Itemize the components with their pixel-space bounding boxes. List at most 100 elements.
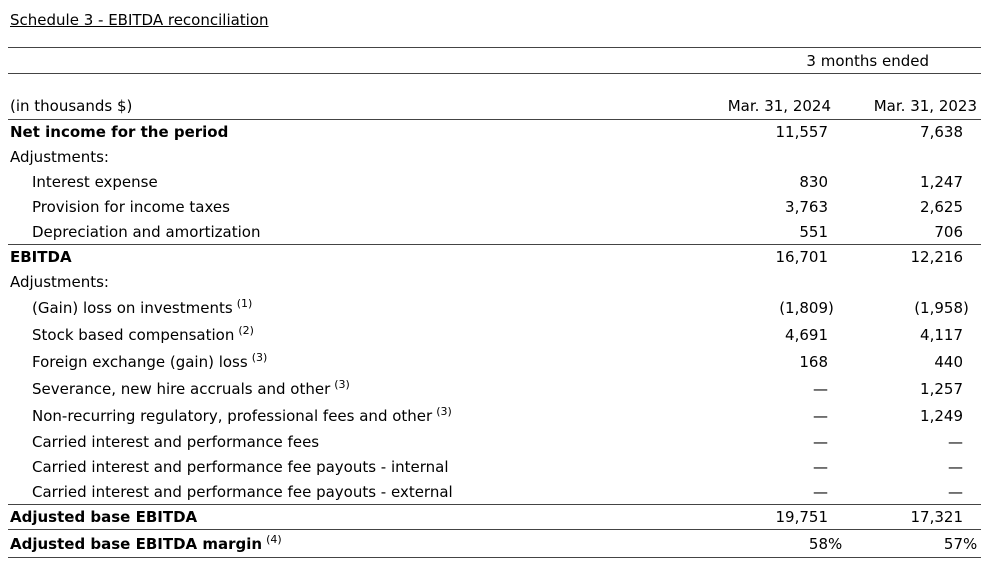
- cell-value: 830: [799, 173, 828, 191]
- column-header-2023: Mar. 31, 2023: [831, 73, 981, 120]
- table-row: EBITDA 16,701 12,216: [8, 245, 981, 270]
- cell-value: 706: [934, 222, 963, 241]
- row-label: Carried interest and performance fee pay…: [32, 458, 449, 476]
- value-cell-2023: 440: [831, 349, 981, 376]
- value-cell-2023: [831, 145, 981, 170]
- value-cell-2023: 7,638: [831, 120, 981, 145]
- value-cell-2023: 4,117: [831, 322, 981, 349]
- row-label-cell: Provision for income taxes: [8, 195, 681, 220]
- table-body: Net income for the period 11,557 7,638 A…: [8, 120, 981, 558]
- row-label: Adjusted base EBITDA margin: [10, 534, 263, 553]
- value-cell-2024: 551: [681, 219, 831, 245]
- cell-value-trail: %: [828, 534, 843, 553]
- row-label: Interest expense: [32, 173, 158, 191]
- table-row: Carried interest and performance fees — …: [8, 430, 981, 455]
- cell-value-trail: ): [828, 299, 834, 317]
- cell-value: 168: [799, 353, 828, 371]
- cell-value: —: [813, 407, 828, 425]
- row-label: Severance, new hire accruals and other: [32, 380, 331, 398]
- value-cell-2024: 16,701: [681, 245, 831, 270]
- footnote-marker: (2): [238, 324, 254, 337]
- period-header-spacer: [8, 47, 681, 74]
- row-label-cell: Non-recurring regulatory, professional f…: [8, 403, 681, 430]
- period-header-row: 3 months ended: [8, 47, 981, 74]
- table-row: Carried interest and performance fee pay…: [8, 455, 981, 480]
- table-row: Adjusted base EBITDA 19,751 17,321: [8, 504, 981, 530]
- cell-value: —: [813, 380, 828, 398]
- value-cell-2024: [681, 145, 831, 170]
- value-cell-2024: [681, 270, 831, 295]
- row-label-cell: Carried interest and performance fee pay…: [8, 455, 681, 480]
- value-cell-2023: 12,216: [831, 245, 981, 270]
- row-label: Adjustments:: [10, 148, 109, 166]
- table-row: Adjustments:: [8, 145, 981, 170]
- row-label-cell: Carried interest and performance fee pay…: [8, 479, 681, 505]
- cell-value: 1,257: [920, 380, 963, 398]
- cell-value: 11,557: [775, 123, 829, 142]
- cell-value: 4,117: [920, 326, 963, 344]
- value-cell-2023: —: [831, 430, 981, 455]
- cell-value: —: [813, 482, 828, 501]
- row-label: Carried interest and performance fees: [32, 433, 320, 451]
- table-row: Provision for income taxes 3,763 2,625: [8, 195, 981, 220]
- cell-value: 58%: [808, 534, 843, 553]
- row-label: Adjusted base EBITDA: [10, 508, 198, 526]
- value-cell-2024: 4,691: [681, 322, 831, 349]
- row-label: (Gain) loss on investments: [32, 299, 233, 317]
- cell-value: —: [948, 482, 963, 501]
- value-cell-2023: —: [831, 455, 981, 480]
- cell-value: 16,701: [775, 248, 829, 267]
- cell-value: 551: [799, 222, 828, 241]
- row-label-cell: Adjusted base EBITDA margin (4): [8, 529, 681, 558]
- table-row: Adjusted base EBITDA margin (4) 58% 57%: [8, 529, 981, 558]
- cell-value: —: [813, 458, 828, 476]
- footnote-marker: (3): [334, 378, 350, 391]
- value-cell-2023: 1,249: [831, 403, 981, 430]
- column-header-row: (in thousands $) Mar. 31, 2024 Mar. 31, …: [8, 73, 981, 120]
- cell-value: —: [948, 433, 963, 451]
- row-label-cell: Adjustments:: [8, 270, 681, 295]
- row-label-cell: Adjustments:: [8, 145, 681, 170]
- unit-label: (in thousands $): [8, 73, 681, 120]
- row-label-cell: Net income for the period: [8, 120, 681, 145]
- cell-value: 4,691: [785, 326, 828, 344]
- footnote-marker: (3): [436, 405, 452, 418]
- value-cell-2023: 1,247: [831, 170, 981, 195]
- column-header-2024: Mar. 31, 2024: [681, 73, 831, 120]
- table-row: Non-recurring regulatory, professional f…: [8, 403, 981, 430]
- row-label-cell: Severance, new hire accruals and other (3…: [8, 376, 681, 403]
- value-cell-2024: —: [681, 455, 831, 480]
- footnote-marker: (4): [266, 532, 282, 546]
- value-cell-2024: —: [681, 430, 831, 455]
- row-label: Stock based compensation: [32, 326, 235, 344]
- row-label-cell: Interest expense: [8, 170, 681, 195]
- value-cell-2023: 1,257: [831, 376, 981, 403]
- table-row: (Gain) loss on investments (1) (1,809) (1…: [8, 295, 981, 322]
- cell-value: (1,958): [914, 299, 969, 317]
- value-cell-2024: —: [681, 403, 831, 430]
- table-row: Stock based compensation (2) 4,691 4,117: [8, 322, 981, 349]
- row-label-cell: Stock based compensation (2): [8, 322, 681, 349]
- footnote-marker: (1): [236, 297, 253, 310]
- row-label: Adjustments:: [10, 273, 109, 291]
- row-label: Depreciation and amortization: [32, 222, 261, 241]
- cell-value: 440: [934, 353, 963, 371]
- value-cell-2024: —: [681, 376, 831, 403]
- cell-value: 19,751: [775, 508, 829, 526]
- table-row: Interest expense 830 1,247: [8, 170, 981, 195]
- cell-value: 2,625: [920, 198, 963, 216]
- cell-value: 1,247: [920, 173, 963, 191]
- cell-value: 17,321: [910, 508, 964, 526]
- cell-value: —: [813, 433, 828, 451]
- row-label: Net income for the period: [10, 123, 229, 142]
- period-header-label: 3 months ended: [681, 47, 981, 74]
- value-cell-2024: 3,763: [681, 195, 831, 220]
- value-cell-2024: 19,751: [681, 504, 831, 530]
- value-cell-2024: (1,809): [681, 295, 834, 322]
- value-cell-2023: 57%: [831, 529, 981, 558]
- value-cell-2023: [831, 270, 981, 295]
- value-cell-2024: 58%: [681, 529, 843, 558]
- value-cell-2024: —: [681, 479, 831, 505]
- row-label: Provision for income taxes: [32, 198, 230, 216]
